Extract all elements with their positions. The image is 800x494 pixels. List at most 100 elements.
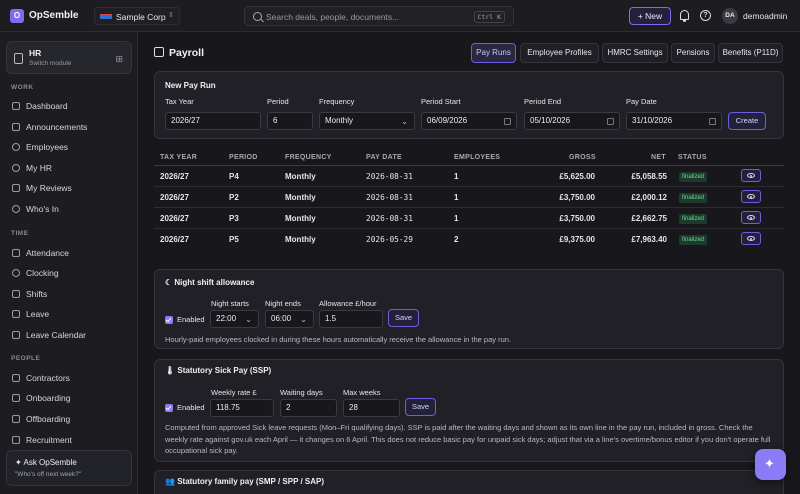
sidebar-item-my-hr[interactable]: My HR (6, 159, 132, 177)
period-start-input[interactable]: 06/09/2026 (421, 112, 517, 130)
calendar-icon[interactable] (709, 118, 716, 125)
cell-pay-date: 2026-05-29 (366, 235, 413, 244)
period-end-label: Period End (524, 97, 562, 106)
col-status[interactable]: STATUS (678, 154, 707, 161)
view-button[interactable] (741, 211, 761, 224)
sidebar-item-offboarding[interactable]: Offboarding (6, 410, 132, 428)
document-icon (14, 53, 23, 64)
cell-gross: £5,625.00 (559, 172, 595, 181)
view-button[interactable] (741, 232, 761, 245)
offboarding-icon (12, 415, 20, 423)
calendar-icon (12, 331, 20, 339)
pay-date-input[interactable]: 31/10/2026 (626, 112, 722, 130)
col-pay-date[interactable]: PAY DATE (366, 154, 402, 161)
period-input[interactable]: 6 (267, 112, 313, 130)
view-button[interactable] (741, 190, 761, 203)
logo-icon[interactable]: O (10, 9, 24, 23)
sidebar-item-label: Who's In (26, 204, 59, 214)
sidebar-item-label: Recruitment (26, 435, 72, 445)
sidebar-item-label: Announcements (26, 122, 88, 132)
table-row[interactable]: 2026/27 P2 Monthly 2026-08-31 1 £3,750.0… (154, 187, 784, 208)
sidebar-item-employees[interactable]: Employees (6, 138, 132, 156)
sidebar-item-my-reviews[interactable]: My Reviews (6, 179, 132, 197)
col-employees[interactable]: EMPLOYEES (454, 154, 501, 161)
new-pay-run-panel: New Pay Run Tax Year Period Frequency Pe… (154, 71, 784, 139)
col-gross[interactable]: GROSS (569, 154, 596, 161)
tab-benefits-p11d[interactable]: Benefits (P11D) (718, 43, 783, 63)
period-end-value: 05/10/2026 (530, 116, 571, 125)
help-icon[interactable]: ? (700, 10, 711, 21)
table-row[interactable]: 2026/27 P3 Monthly 2026-08-31 1 £3,750.0… (154, 208, 784, 229)
ssp-panel: 🌡 Statutory Sick Pay (SSP) Enabled Weekl… (154, 359, 784, 462)
allowance-label: Allowance £/hour (319, 299, 377, 308)
night-shift-enabled-checkbox[interactable] (165, 316, 173, 324)
calendar-icon[interactable] (504, 118, 511, 125)
family-pay-title: Statutory family pay (SMP / SPP / SAP) (177, 477, 325, 486)
briefcase-icon (12, 374, 20, 382)
new-button[interactable]: + New (629, 7, 671, 25)
username[interactable]: demoadmin (743, 11, 788, 21)
waiting-days-label: Waiting days (280, 388, 323, 397)
sidebar-item-whos-in[interactable]: Who's In (6, 200, 132, 218)
weekly-rate-label: Weekly rate £ (211, 388, 257, 397)
max-weeks-input[interactable]: 28 (343, 399, 400, 417)
sidebar-item-recruitment[interactable]: Recruitment (6, 431, 132, 449)
view-button[interactable] (741, 169, 761, 182)
sidebar-item-dashboard[interactable]: Dashboard (6, 97, 132, 115)
avatar[interactable]: DA (722, 8, 738, 24)
search-input[interactable]: Search deals, people, documents... Ctrl … (244, 6, 514, 26)
app-title[interactable]: OpSemble (29, 10, 79, 21)
night-ends-input[interactable]: 06:00 ⌄ (265, 310, 314, 328)
create-button[interactable]: Create (728, 112, 766, 130)
sidebar-item-shifts[interactable]: Shifts (6, 285, 132, 303)
sidebar-item-contractors[interactable]: Contractors (6, 369, 132, 387)
ssp-enabled-checkbox[interactable] (165, 404, 173, 412)
col-period[interactable]: PERIOD (229, 154, 258, 161)
assistant-fab[interactable]: ✦ (755, 449, 786, 480)
sidebar-item-attendance[interactable]: Attendance (6, 244, 132, 262)
period-end-input[interactable]: 05/10/2026 (524, 112, 620, 130)
cell-employees: 1 (454, 172, 459, 181)
calendar-icon[interactable] (607, 118, 614, 125)
col-tax-year[interactable]: TAX YEAR (160, 154, 198, 161)
sidebar-item-clocking[interactable]: Clocking (6, 264, 132, 282)
save-button[interactable]: Save (388, 309, 419, 327)
sidebar-item-announcements[interactable]: Announcements (6, 118, 132, 136)
module-sub: Switch module (29, 60, 72, 67)
cell-pay-date: 2026-08-31 (366, 193, 413, 202)
cell-frequency: Monthly (285, 193, 316, 202)
allowance-input[interactable]: 1.5 (319, 310, 383, 328)
pay-date-label: Pay Date (626, 97, 657, 106)
tab-pay-runs[interactable]: Pay Runs (471, 43, 516, 63)
bell-icon[interactable] (680, 10, 689, 22)
waiting-days-input[interactable]: 2 (280, 399, 337, 417)
sidebar-item-label: Leave Calendar (26, 330, 87, 340)
tab-hmrc-settings[interactable]: HMRC Settings (602, 43, 668, 63)
sidebar-item-leave[interactable]: Leave (6, 305, 132, 323)
org-switcher[interactable]: Sample Corp ⇕ (94, 7, 180, 25)
tab-employee-profiles[interactable]: Employee Profiles (520, 43, 599, 63)
table-row[interactable]: 2026/27 P4 Monthly 2026-08-31 1 £5,625.0… (154, 166, 784, 187)
sidebar-item-onboarding[interactable]: Onboarding (6, 389, 132, 407)
night-shift-help: Hourly-paid employees clocked in during … (165, 335, 512, 344)
sidebar-item-label: Offboarding (26, 414, 71, 424)
shifts-icon (12, 290, 20, 298)
sidebar-item-label: Attendance (26, 248, 70, 258)
status-badge: finalized (679, 214, 708, 224)
ask-assistant-card[interactable]: ✦ Ask OpSemble "Who's off next week?" (6, 450, 132, 486)
tab-pensions[interactable]: Pensions (671, 43, 715, 63)
frequency-select[interactable]: Monthly ⌄ (319, 112, 415, 130)
flag-icon (100, 14, 112, 19)
sidebar-item-label: My HR (26, 163, 52, 173)
night-starts-input[interactable]: 22:00 ⌄ (210, 310, 259, 328)
col-net[interactable]: NET (651, 154, 666, 161)
section-label-time: TIME (11, 230, 29, 237)
save-button[interactable]: Save (405, 398, 436, 416)
tax-year-input[interactable]: 2026/27 (165, 112, 261, 130)
col-frequency[interactable]: FREQUENCY (285, 154, 332, 161)
table-row[interactable]: 2026/27 P5 Monthly 2026-05-29 2 £9,375.0… (154, 229, 784, 250)
frequency-label: Frequency (319, 97, 355, 106)
module-switcher[interactable]: HR Switch module ⊞ (6, 41, 132, 74)
sidebar-item-leave-calendar[interactable]: Leave Calendar (6, 326, 132, 344)
weekly-rate-input[interactable]: 118.75 (210, 399, 274, 417)
